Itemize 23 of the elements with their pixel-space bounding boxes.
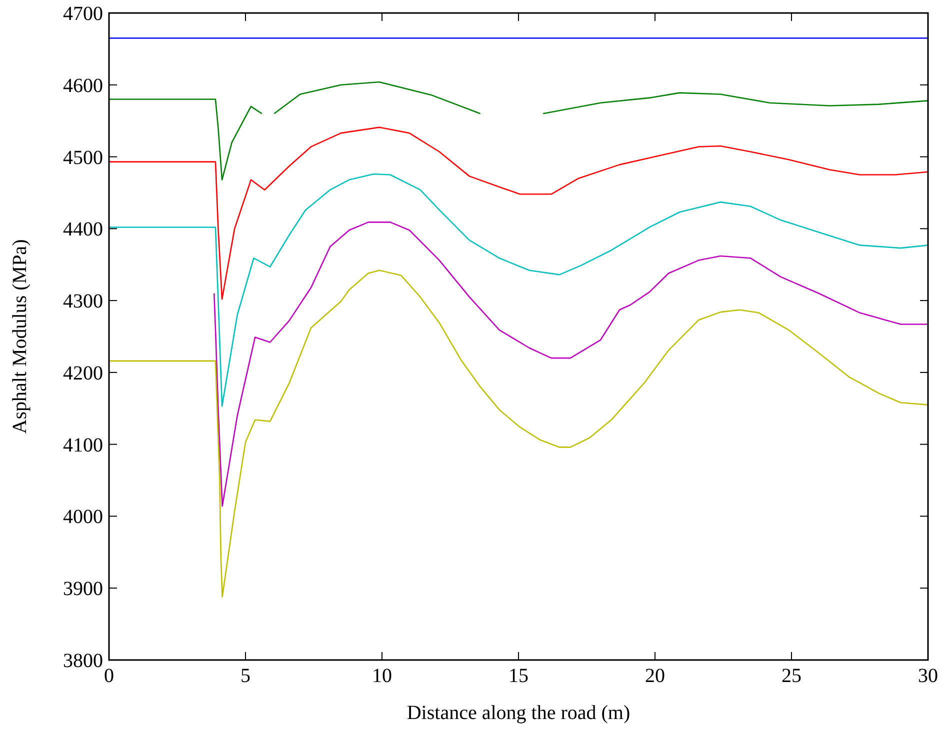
x-tick-label: 5: [240, 665, 250, 687]
x-tick-label: 30: [918, 665, 938, 687]
x-tick-label: 10: [372, 665, 392, 687]
y-tick-label: 4700: [63, 3, 103, 25]
x-tick-label: 0: [104, 665, 114, 687]
x-axis-title: Distance along the road (m): [406, 702, 630, 724]
line-series: [108, 126, 929, 300]
y-tick-label: 4200: [63, 362, 103, 384]
line-series: [213, 222, 929, 507]
y-axis-title: Asphalt Modulus (MPa): [9, 239, 31, 434]
y-tick-label: 3900: [63, 578, 103, 600]
x-tick-label: 20: [645, 665, 665, 687]
line-series: [108, 173, 929, 407]
y-tick-label: 4500: [63, 146, 103, 169]
x-tick-label: 25: [782, 665, 802, 687]
y-tick-label: 4000: [63, 506, 103, 528]
y-tick-label: 4100: [63, 434, 103, 456]
y-tick-label: 4600: [63, 74, 103, 97]
y-tick-label: 3800: [63, 650, 103, 672]
x-tick-label: 15: [508, 665, 528, 687]
y-tick-label: 4400: [63, 218, 103, 241]
y-tick-label: 4300: [63, 290, 103, 313]
line-series: [108, 270, 929, 598]
